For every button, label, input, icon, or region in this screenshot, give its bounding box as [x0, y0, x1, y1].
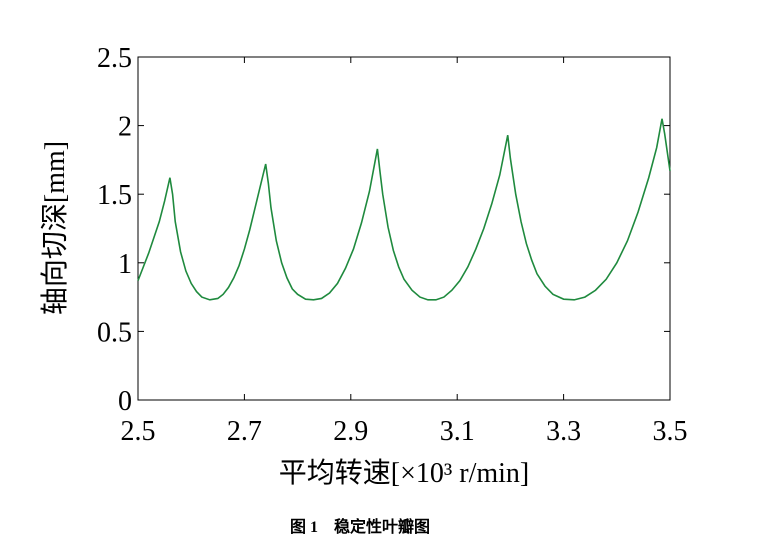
y-tick-label: 2 [118, 112, 132, 143]
x-tick-label: 3.5 [653, 416, 688, 447]
x-tick-label: 3.3 [546, 416, 581, 447]
data-line [137, 118, 671, 301]
x-axis-label: 平均转速[×10³ r/min] [279, 457, 530, 489]
y-tick-label: 1 [118, 249, 132, 280]
y-tick-label: 0 [118, 386, 132, 417]
x-tick-label: 2.7 [227, 416, 262, 447]
x-tick-label: 3.1 [440, 416, 475, 447]
y-tick-label: 1.5 [97, 180, 132, 211]
x-tick-label: 2.5 [121, 416, 156, 447]
y-axis-label: 轴向切深[mm] [39, 141, 71, 315]
x-tick-label: 2.9 [333, 416, 368, 447]
caption: 图 1 稳定性叶瓣图 [290, 517, 430, 536]
y-tick-label: 0.5 [97, 317, 132, 348]
y-tick-label: 2.5 [97, 43, 132, 74]
plot-frame [137, 56, 671, 401]
